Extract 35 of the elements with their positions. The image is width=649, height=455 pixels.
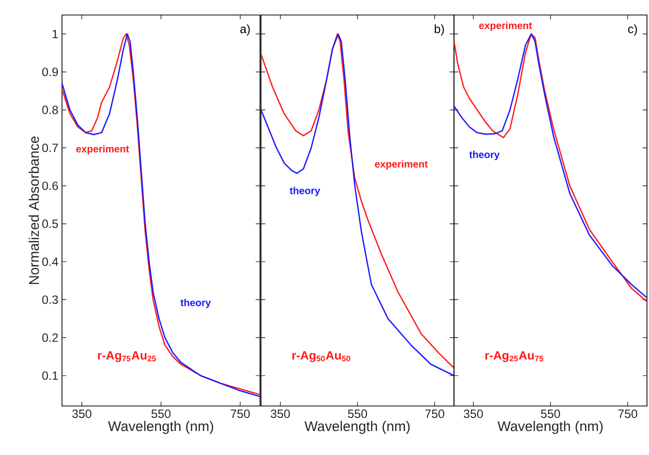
y-tick-label: 0.3	[42, 295, 58, 304]
x-axis-title: Wavelength (nm)	[304, 420, 410, 434]
x-tick-label: 750	[425, 410, 444, 418]
text: theory	[180, 298, 211, 308]
y-tick-label: 0.8	[42, 106, 58, 114]
annotation: a)	[240, 24, 250, 36]
series-label: experiment	[479, 22, 532, 32]
x-axis-title: Wavelength (nm)	[108, 420, 214, 434]
y-tick-label: 0.7	[42, 144, 58, 152]
y-tick-label: 0.5	[42, 220, 58, 228]
annotation: r-Ag$_{75}$Au$_{25}$	[98, 351, 156, 362]
y-tick-label: 0.4	[42, 257, 58, 266]
x-tick-label: 550	[540, 410, 560, 418]
x-tick-label: 350	[72, 410, 92, 418]
text: experiment	[374, 160, 428, 170]
y-tick-label: 0.1	[42, 371, 58, 380]
x-tick-label: 550	[348, 410, 368, 418]
series-label: experiment	[76, 145, 130, 154]
x-tick-label: 750	[230, 410, 250, 418]
series-label: theory	[469, 150, 500, 160]
y-tick-label: 1	[52, 30, 58, 38]
y-tick-label: 0.6	[42, 182, 58, 190]
series-label: theory	[290, 186, 320, 196]
y-tick-label: 0.2	[42, 333, 58, 342]
annotation: r-Ag$_{50}$Au$_{50}$	[292, 351, 350, 362]
annotation: r-Ag$_{25}$Au$_{75}$	[485, 351, 544, 362]
annotation: c)	[628, 24, 637, 36]
x-tick-label: 750	[618, 410, 638, 418]
x-tick-label: 350	[270, 410, 290, 418]
y-axis-title: Normalized Absorbance	[28, 136, 39, 284]
y-tick-label: 0.9	[42, 68, 58, 76]
x-tick-label: 350	[464, 410, 483, 418]
annotation: b)	[434, 24, 444, 36]
x-axis-title: Wavelength (nm)	[498, 420, 603, 434]
x-tick-label: 550	[151, 410, 171, 418]
